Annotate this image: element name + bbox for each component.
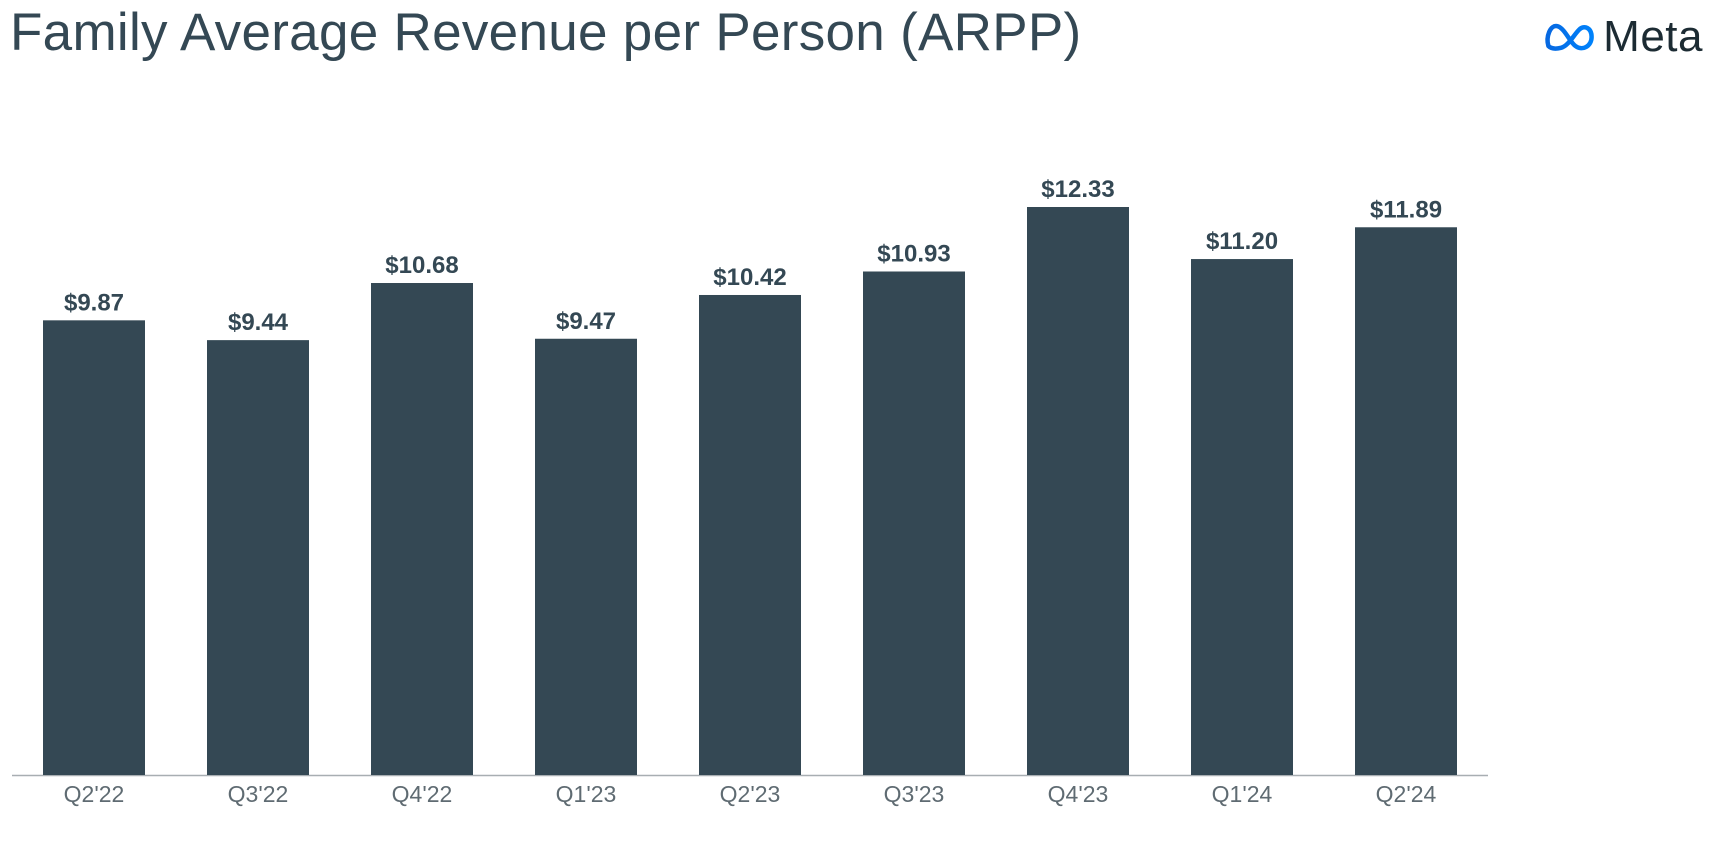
x-tick-label: Q1'24 <box>1212 781 1273 807</box>
x-tick-label: Q4'22 <box>392 781 453 807</box>
brand-logo: Meta <box>1543 12 1703 62</box>
x-tick-label: Q2'23 <box>720 781 781 807</box>
data-label: $10.42 <box>713 264 786 291</box>
x-tick-label: Q1'23 <box>556 781 617 807</box>
bar-Q2'24 <box>1355 227 1457 775</box>
x-tick-label: Q3'23 <box>884 781 945 807</box>
bar-Q4'22 <box>371 283 473 775</box>
bar-Q3'22 <box>207 340 309 775</box>
bar-series <box>43 207 1457 775</box>
bar-Q1'24 <box>1191 259 1293 775</box>
x-tick-label: Q3'22 <box>228 781 289 807</box>
data-label: $9.47 <box>556 308 616 335</box>
data-labels: $9.87 $9.44 $10.68 $9.47 $10.42 $10.93 $12.33 $… <box>64 176 1442 336</box>
data-label: $9.44 <box>228 309 289 336</box>
bar-Q2'22 <box>43 320 145 775</box>
data-label: $10.93 <box>877 240 950 267</box>
data-label: $11.89 <box>1370 196 1442 223</box>
x-tick-label: Q4'23 <box>1048 781 1109 807</box>
data-label: $11.20 <box>1206 228 1278 255</box>
meta-infinity-icon <box>1545 23 1595 51</box>
data-label: $12.33 <box>1041 176 1114 203</box>
data-label: $9.87 <box>64 289 124 316</box>
x-tick-label: Q2'24 <box>1376 781 1437 807</box>
bar-Q1'23 <box>535 338 637 775</box>
x-tick-label: Q2'22 <box>64 781 125 807</box>
bar-Q4'23 <box>1027 207 1129 775</box>
brand-name: Meta <box>1603 12 1703 61</box>
page-title: Family Average Revenue per Person (ARPP) <box>10 3 1082 62</box>
bar-Q3'23 <box>863 271 965 775</box>
bar-Q2'23 <box>699 294 801 775</box>
data-label: $10.68 <box>385 252 458 279</box>
x-tick-labels: Q2'22 Q3'22 Q4'22 Q1'23 Q2'23 Q3'23 Q4'23 Q1'24… <box>64 781 1437 807</box>
